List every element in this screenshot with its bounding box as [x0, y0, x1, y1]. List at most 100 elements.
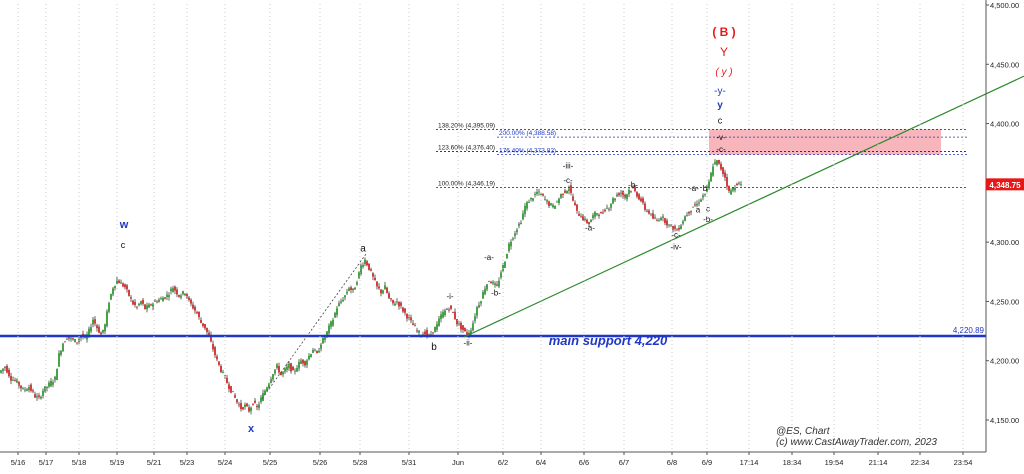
candle-up: [518, 223, 520, 226]
candle-down: [186, 293, 188, 298]
candle-up: [524, 205, 526, 214]
candle-up: [172, 288, 174, 293]
candle-down: [124, 284, 126, 288]
candle-up: [500, 272, 502, 278]
candle-up: [610, 204, 612, 208]
candle-up: [222, 372, 224, 373]
candle-up: [110, 293, 112, 300]
candle-up: [514, 233, 516, 236]
candle-down: [64, 341, 66, 343]
candle-down: [646, 210, 648, 212]
candle-down: [130, 297, 132, 299]
candle-down: [98, 326, 100, 333]
candle-up: [158, 299, 160, 302]
candle-down: [466, 332, 468, 335]
candle-down: [386, 287, 388, 293]
candle-up: [594, 212, 596, 217]
fib-level-label: 138.20% (4,395.09): [438, 122, 495, 129]
candle-up: [662, 216, 664, 218]
candle-down: [372, 273, 374, 277]
time-tick-label: 6/4: [536, 458, 546, 467]
candle-down: [698, 202, 700, 204]
candle-up: [488, 281, 490, 282]
candle-up: [504, 261, 506, 268]
candle-down: [32, 390, 34, 392]
rising-trendline: [463, 75, 1024, 338]
time-tick-label: 19:54: [825, 458, 844, 467]
wave-label: w: [119, 219, 129, 231]
candle-up: [714, 161, 716, 165]
candle-up: [312, 349, 314, 353]
candle-up: [330, 321, 332, 327]
candle-up: [738, 182, 740, 184]
candle-up: [584, 218, 586, 220]
candle-down: [94, 319, 96, 324]
candle-down: [722, 167, 724, 174]
candle-down: [718, 159, 720, 164]
price-tick-label: 4,150.00: [990, 416, 1019, 425]
time-tick-label: 23:54: [954, 458, 973, 467]
candle-up: [686, 214, 688, 216]
candle-down: [736, 183, 738, 186]
candle-down: [278, 366, 280, 373]
wave-label: -c-: [671, 230, 681, 239]
candle-down: [194, 306, 196, 311]
candle-up: [670, 224, 672, 226]
candle-up: [274, 369, 276, 374]
candle-down: [34, 394, 36, 398]
candle-down: [464, 327, 466, 332]
candle-down: [586, 219, 588, 223]
candle-up: [152, 303, 154, 307]
candle-up: [538, 191, 540, 193]
candle-up: [2, 368, 4, 371]
candle-down: [582, 215, 584, 221]
candle-up: [356, 282, 358, 285]
candle-up: [668, 224, 670, 226]
candle-up: [660, 217, 662, 221]
candle-up: [396, 301, 398, 303]
candle-down: [694, 204, 696, 206]
candle-down: [164, 297, 166, 299]
candle-up: [480, 301, 482, 304]
candle-down: [400, 302, 402, 306]
candle-up: [70, 338, 72, 340]
candle-down: [412, 323, 414, 326]
candle-down: [378, 286, 380, 289]
candle-up: [442, 312, 444, 318]
candle-up: [260, 397, 262, 402]
candle-down: [446, 309, 448, 310]
candle-up: [56, 368, 58, 381]
candle-up: [554, 205, 556, 209]
candle-up: [340, 301, 342, 303]
candle-down: [68, 337, 70, 339]
time-tick-label: 5/28: [353, 458, 368, 467]
candle-up: [384, 285, 386, 290]
candle-down: [254, 400, 256, 403]
time-tick-label: 21:14: [869, 458, 888, 467]
candle-down: [656, 220, 658, 221]
candle-down: [204, 324, 206, 329]
candle-up: [482, 292, 484, 299]
candle-down: [192, 304, 194, 309]
candle-down: [150, 304, 152, 306]
candle-up: [168, 295, 170, 298]
candle-up: [486, 284, 488, 290]
candle-up: [484, 288, 486, 295]
candle-up: [104, 324, 106, 332]
candle-up: [92, 319, 94, 325]
candle-up: [508, 243, 510, 251]
candle-up: [4, 367, 6, 369]
candle-up: [272, 374, 274, 380]
candle-up: [540, 194, 542, 196]
candle-down: [316, 351, 318, 354]
candle-down: [410, 317, 412, 321]
wave-label: ( y ): [715, 67, 732, 78]
candle-up: [286, 366, 288, 370]
candle-down: [252, 404, 254, 406]
candle-up: [268, 383, 270, 388]
candle-down: [448, 309, 450, 311]
candle-down: [134, 301, 136, 306]
candle-down: [174, 286, 176, 291]
